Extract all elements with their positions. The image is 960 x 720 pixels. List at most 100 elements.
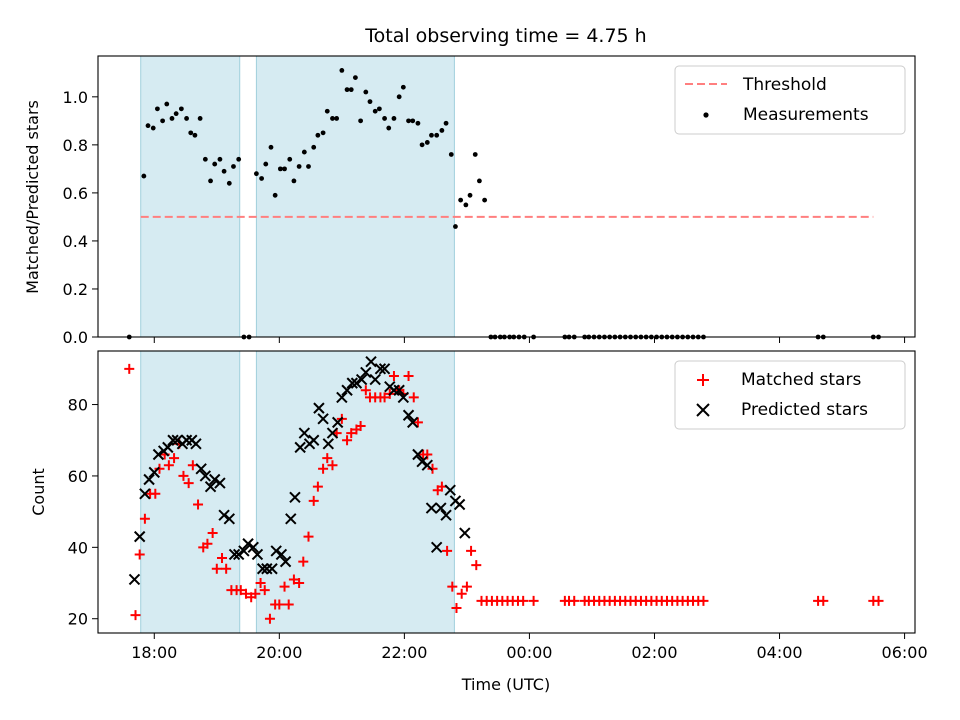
bottom-series-0-point-16 bbox=[202, 538, 213, 549]
bottom-series-1-point-43 bbox=[331, 416, 344, 429]
top-shaded-intervals bbox=[140, 55, 455, 338]
bottom-series-1-point-26 bbox=[251, 548, 264, 561]
bottom-series-1-point-30 bbox=[270, 545, 282, 557]
bottom-series-1-point-18 bbox=[214, 477, 226, 489]
top-series-0-point-17 bbox=[217, 156, 223, 162]
bottom-series-0-point-26 bbox=[250, 588, 261, 599]
top-series-0-point-31 bbox=[287, 156, 293, 162]
bottom-series-0-point-42 bbox=[327, 460, 338, 471]
bottom-series-1-point-67 bbox=[444, 484, 456, 496]
bottom-series-0-point-17 bbox=[207, 528, 218, 539]
top-y-axis: 0.0 0.2 0.4 0.6 0.8 1.0 bbox=[63, 88, 98, 347]
bottom-series-0-point-55 bbox=[388, 370, 399, 381]
bottom-series-0-point-70 bbox=[461, 581, 472, 592]
bottom-series-1-point-63 bbox=[425, 502, 438, 514]
top-series-0-point-8 bbox=[173, 111, 179, 117]
bottom-series-0-point-11 bbox=[178, 470, 189, 481]
legend-threshold-label: Threshold bbox=[742, 75, 827, 95]
top-y-axis-label: Matched/Predicted stars bbox=[23, 100, 42, 294]
bottom-series-0-point-34 bbox=[288, 574, 299, 585]
bottom-series-1-point-64 bbox=[430, 541, 443, 554]
bottom-series-0-point-6 bbox=[154, 463, 165, 474]
top-series-0-point-53 bbox=[391, 116, 397, 121]
bottom-series-1-point-62 bbox=[421, 459, 434, 471]
bottom-series-1-point-34 bbox=[289, 491, 301, 504]
bottom-series-1-point-13 bbox=[190, 438, 202, 450]
top-series-0-point-54 bbox=[396, 94, 402, 100]
bottom-x-axis: 18:00 20:00 22:00 00:00 02:00 04:00 06:00 bbox=[131, 633, 928, 662]
bottom-series-1-point-11 bbox=[180, 434, 193, 446]
bottom-series-1-point-38 bbox=[308, 434, 320, 446]
bottom-series-0-point-111 bbox=[818, 595, 829, 606]
top-series-0-point-70 bbox=[472, 152, 478, 157]
top-series-0-point-29 bbox=[277, 166, 283, 172]
bottom-series-1-point-17 bbox=[209, 473, 221, 486]
bottom-series-0-point-36 bbox=[298, 556, 309, 567]
bottom-series-1-point-47 bbox=[350, 377, 363, 389]
bottom-series-1-point-56 bbox=[393, 384, 405, 396]
bottom-series-0-point-46 bbox=[346, 428, 357, 439]
top-series-0-point-3 bbox=[150, 125, 156, 131]
top-y-tick-label-0: 0.0 bbox=[63, 328, 88, 347]
bottom-series-1-point-41 bbox=[322, 438, 335, 450]
bottom-series-1-point-57 bbox=[397, 391, 410, 404]
bottom-series-1-point-53 bbox=[378, 363, 391, 375]
top-series-0-point-46 bbox=[358, 118, 364, 124]
top-series-0-point-34 bbox=[301, 149, 307, 155]
bottom-series-0-point-27 bbox=[255, 578, 266, 589]
bottom-series-0-point-109 bbox=[698, 595, 709, 606]
legend-matched-label: Matched stars bbox=[741, 370, 861, 390]
bottom-series-0-point-41 bbox=[322, 453, 333, 464]
bottom-series-1-point-46 bbox=[346, 377, 358, 389]
top-series-0-point-2 bbox=[145, 123, 151, 129]
bottom-series-1-point-14 bbox=[195, 463, 207, 475]
x-tick-label-5: 04:00 bbox=[756, 643, 802, 662]
top-series-0-point-50 bbox=[376, 106, 382, 112]
bottom-y-tick-label-1: 40 bbox=[68, 538, 88, 557]
bottom-series-0-point-13 bbox=[187, 460, 198, 471]
bottom-series-1-point-25 bbox=[247, 541, 259, 554]
top-y-tick-label-1: 0.2 bbox=[63, 280, 88, 299]
bottom-series-0-point-59 bbox=[408, 392, 419, 403]
top-series-0-point-33 bbox=[296, 164, 302, 169]
bottom-series-1-point-65 bbox=[435, 502, 447, 514]
bottom-series-0-point-49 bbox=[360, 385, 371, 396]
top-series-0-point-47 bbox=[363, 89, 369, 95]
top-series-0-point-1 bbox=[141, 173, 147, 179]
top-panel-frame bbox=[97, 55, 916, 338]
bottom-series-0-point-23 bbox=[235, 585, 246, 596]
bottom-series-0-point-0 bbox=[124, 363, 135, 374]
bottom-series-1-point-58 bbox=[402, 409, 415, 421]
top-panel: 0.0 0.2 0.4 0.6 0.8 1.0 Total observing time … bbox=[23, 25, 916, 347]
top-series-0-point-41 bbox=[334, 116, 340, 121]
top-series-0-point-4 bbox=[154, 106, 160, 112]
top-series-0-point-48 bbox=[367, 99, 373, 105]
bottom-series-1-point-28 bbox=[261, 563, 273, 575]
bottom-y-tick-label-2: 60 bbox=[68, 467, 88, 486]
bottom-series-1-point-55 bbox=[388, 384, 400, 396]
top-series-0-point-37 bbox=[315, 132, 321, 138]
bottom-shaded-interval-1 bbox=[255, 350, 455, 634]
bottom-series-1-point-49 bbox=[360, 366, 372, 379]
bottom-series-1-point-5 bbox=[152, 448, 165, 461]
bottom-series-1-point-42 bbox=[326, 427, 339, 439]
bottom-series-0-point-48 bbox=[355, 420, 366, 431]
top-series-0-point-58 bbox=[415, 120, 421, 126]
top-series-0-point-64 bbox=[443, 120, 449, 126]
bottom-series-1-point-21 bbox=[228, 548, 241, 561]
bottom-series-0-point-28 bbox=[259, 585, 270, 596]
x-tick-label-1: 20:00 bbox=[256, 643, 302, 662]
top-series-0-point-19 bbox=[226, 180, 232, 186]
top-series-0-point-27 bbox=[268, 144, 274, 150]
bottom-series-0-point-18 bbox=[211, 563, 222, 574]
bottom-series-1-point-19 bbox=[218, 509, 230, 521]
bottom-y-axis-label: Count bbox=[29, 468, 48, 516]
top-series-0-point-13 bbox=[197, 116, 203, 121]
bottom-series-0-point-31 bbox=[274, 599, 285, 610]
bottom-series-1-point-48 bbox=[355, 373, 368, 386]
top-series-0-point-55 bbox=[400, 84, 406, 90]
bottom-y-axis: 20 40 60 80 bbox=[68, 396, 98, 629]
top-series-0-point-62 bbox=[434, 132, 440, 138]
bottom-panel: 20 40 60 80 18:00 20:00 22:00 00:00 02:00 04:00 0… bbox=[29, 350, 928, 694]
top-series-0-point-9 bbox=[178, 106, 184, 112]
